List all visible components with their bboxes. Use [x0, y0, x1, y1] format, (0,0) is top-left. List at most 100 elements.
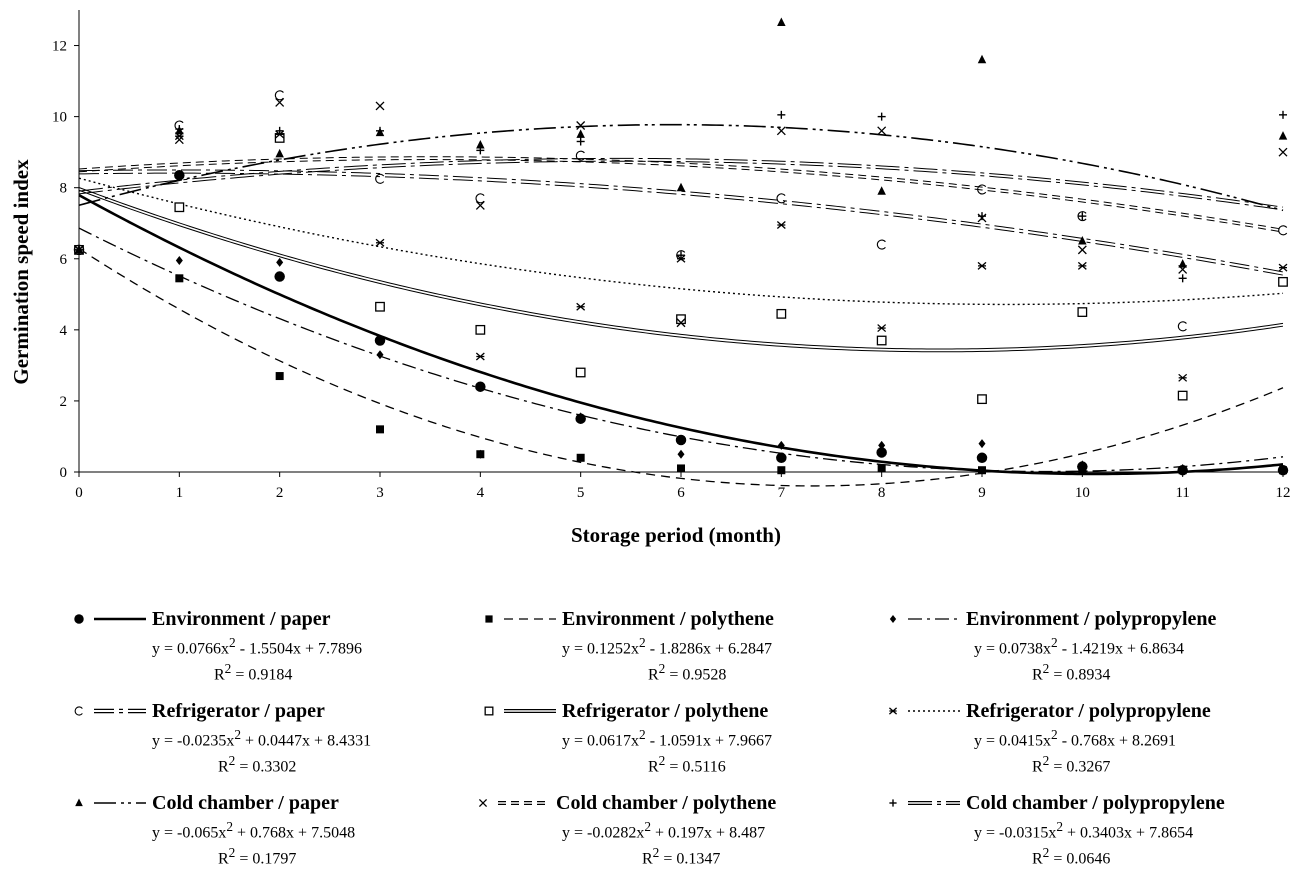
legend-r-squared: R2 = 0.1797 — [218, 845, 297, 868]
data-point-series-7 — [1078, 236, 1087, 245]
x-tick-label: 5 — [577, 485, 585, 501]
data-point-series-9 — [75, 245, 83, 254]
data-point-series-4 — [1177, 321, 1187, 332]
x-tick-label: 0 — [75, 485, 83, 501]
data-point-series-9 — [476, 146, 485, 155]
x-tick-label: 9 — [978, 485, 986, 501]
legend-equation: y = 0.0415x2 - 0.768x + 8.2691 — [974, 727, 1177, 750]
data-point-series-7 — [777, 17, 786, 26]
x-tick-label: 4 — [477, 485, 485, 501]
legend-marker — [74, 614, 84, 624]
data-points — [73, 17, 1289, 476]
data-point-series-5 — [1077, 307, 1088, 317]
data-point-series-5 — [977, 394, 987, 405]
data-point-series-1 — [675, 434, 687, 446]
legend-label: Environment / polythene — [562, 607, 774, 630]
legend-item-environment-paper: Environment / paper y = 0.0766x2 - 1.550… — [72, 606, 492, 686]
legend-r-squared: R2 = 0.0646 — [1032, 845, 1111, 868]
legend-marker — [888, 707, 898, 715]
legend-r-squared: R2 = 0.3302 — [218, 753, 297, 776]
trend-curve-9 — [78, 160, 1284, 211]
x-tick-label: 1 — [176, 485, 184, 501]
data-point-series-9 — [275, 126, 284, 135]
legend-equation: y = 0.1252x2 - 1.8286x + 6.2847 — [562, 635, 773, 658]
legend-r-squared: R2 = 0.5116 — [648, 753, 726, 776]
data-point-series-3 — [978, 439, 986, 449]
data-point-series-6 — [1178, 373, 1188, 382]
data-point-series-3 — [577, 412, 585, 422]
data-point-series-7 — [1178, 259, 1187, 268]
data-point-series-4 — [575, 150, 585, 161]
data-point-series-6 — [475, 352, 485, 361]
data-point-series-2 — [275, 372, 284, 381]
trend-curve-5 — [78, 187, 1284, 350]
legend-equation: y = 0.0738x2 - 1.4219x + 6.8634 — [974, 635, 1185, 658]
legend-r-squared: R2 = 0.8934 — [1032, 661, 1111, 684]
x-axis-title: Storage period (month) — [571, 523, 781, 547]
data-point-series-1 — [475, 381, 486, 392]
data-point-series-9 — [677, 251, 685, 260]
data-point-series-3 — [677, 449, 685, 459]
legend-label: Cold chamber / paper — [152, 791, 339, 814]
y-tick-label: 12 — [52, 39, 67, 55]
x-tick-label: 10 — [1075, 485, 1090, 501]
data-point-series-8 — [275, 97, 285, 107]
data-point-series-7 — [1278, 131, 1288, 140]
data-point-series-8 — [576, 121, 586, 130]
data-point-series-7 — [676, 182, 686, 192]
data-point-series-4 — [1278, 225, 1288, 236]
legend-label: Environment / polypropylene — [966, 607, 1217, 630]
trend-curve-2 — [78, 248, 1284, 487]
y-tick-label: 10 — [52, 110, 67, 126]
data-point-series-9 — [1178, 274, 1187, 283]
x-tick-label: 6 — [677, 485, 685, 501]
legend-item-cold-chamber-polypropylene: Cold chamber / polypropylene y = -0.0315… — [886, 790, 1306, 870]
y-tick-label: 0 — [60, 465, 68, 481]
trend-curves — [78, 123, 1284, 487]
data-point-series-9 — [576, 137, 585, 146]
data-point-series-9 — [777, 110, 786, 119]
data-point-series-2 — [576, 453, 585, 462]
y-tick-label: 8 — [60, 181, 68, 197]
data-point-series-7 — [977, 54, 987, 64]
data-point-series-2 — [376, 425, 384, 434]
legend-marker — [75, 798, 83, 807]
legend-key-environment-paper — [74, 614, 146, 624]
legend-key-environment-polythene — [485, 615, 556, 623]
data-point-series-5 — [575, 367, 586, 378]
legend-item-refrigerator-polypropylene: Refrigerator / polypropylene y = 0.0415x… — [886, 698, 1306, 778]
data-point-series-9 — [376, 126, 384, 135]
legend-key-environment-polypropylene — [889, 614, 960, 624]
data-point-series-9 — [1078, 212, 1087, 221]
data-point-series-1 — [976, 452, 988, 464]
x-tick-label: 7 — [778, 485, 786, 501]
trend-curve-6 — [78, 177, 1284, 306]
legend-marker — [74, 706, 83, 716]
legend-label: Refrigerator / polypropylene — [966, 699, 1211, 722]
legend-r-squared: R2 = 0.1347 — [642, 845, 721, 868]
legend-label: Refrigerator / paper — [152, 699, 325, 722]
trend-curve-8 — [78, 159, 1284, 233]
data-point-series-4 — [876, 239, 886, 250]
data-point-series-8 — [174, 135, 184, 145]
data-point-series-3 — [175, 256, 183, 266]
data-point-series-2 — [1078, 466, 1087, 475]
y-axis-title: Germination speed index — [9, 159, 33, 385]
legend-label: Cold chamber / polypropylene — [966, 791, 1225, 814]
data-point-series-5 — [1177, 390, 1188, 401]
data-point-series-5 — [375, 301, 385, 312]
data-point-series-3 — [376, 350, 384, 360]
legend-marker — [485, 615, 493, 623]
legend-item-cold-chamber-polythene: Cold chamber / polythene y = -0.0282x2 +… — [476, 790, 896, 870]
data-point-series-1 — [174, 170, 185, 181]
data-point-series-3 — [878, 440, 886, 450]
trend-curve-7 — [78, 123, 1284, 212]
legend-key-refrigerator-polythene — [484, 706, 556, 716]
data-point-series-9 — [1279, 110, 1287, 119]
legend-equation: y = -0.0282x2 + 0.197x + 8.487 — [562, 819, 766, 842]
legend-marker — [478, 798, 488, 808]
legend-marker — [889, 614, 897, 624]
x-tick-label: 3 — [376, 485, 384, 501]
data-point-series-4 — [274, 90, 284, 101]
